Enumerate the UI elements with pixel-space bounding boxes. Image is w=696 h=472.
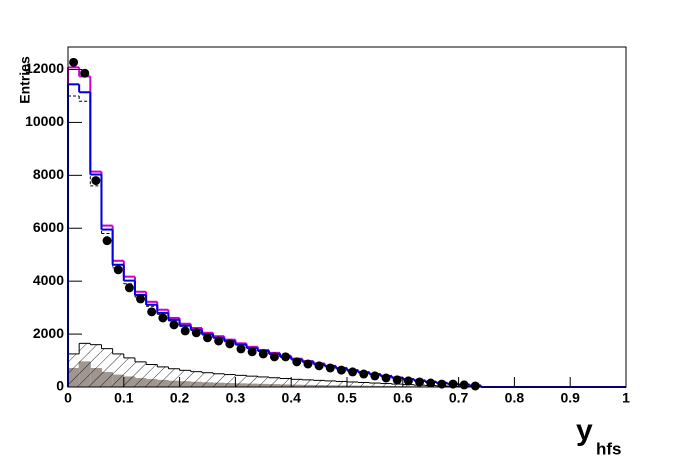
data-point: [214, 336, 224, 346]
histogram-bar: [313, 380, 325, 387]
histogram-bar: [380, 383, 392, 387]
data-point: [180, 326, 190, 336]
data-point: [281, 352, 291, 362]
histogram-bar: [112, 353, 124, 387]
data-point: [336, 365, 346, 375]
histogram-bar: [335, 381, 347, 387]
data-point: [426, 378, 436, 388]
y-tick-label: 8000: [33, 166, 64, 182]
histogram-bar: [79, 343, 91, 387]
x-tick-label: 0.4: [281, 390, 301, 406]
y-tick-label: 6000: [33, 219, 64, 235]
y-tick-label: 2000: [33, 325, 64, 341]
histogram-bar: [391, 384, 403, 387]
y-tick-label: 12000: [25, 60, 64, 76]
x-tick-label: 0.8: [505, 390, 525, 406]
data-point: [292, 357, 302, 367]
data-point: [102, 236, 112, 246]
data-point: [169, 320, 179, 330]
histogram-bar: [123, 357, 135, 387]
x-tick-label: 0.3: [226, 390, 246, 406]
histogram-bar: [213, 373, 225, 387]
data-point: [392, 375, 402, 385]
histogram-bar: [246, 376, 258, 387]
x-tick-label: 0.7: [449, 390, 469, 406]
data-point: [370, 371, 380, 381]
x-axis-title: y: [576, 414, 593, 447]
y-tick-label: 4000: [33, 272, 64, 288]
data-point: [247, 347, 257, 357]
histogram-bar: [347, 381, 359, 387]
histogram-bar: [90, 344, 102, 387]
histogram-bar: [146, 364, 158, 387]
data-point: [437, 379, 447, 389]
histogram-bar: [168, 368, 180, 387]
x-tick-label: 0: [64, 390, 72, 406]
data-point: [69, 57, 79, 67]
x-tick-label: 0.2: [170, 390, 190, 406]
histogram-bar: [402, 384, 414, 387]
histogram-bar: [369, 383, 381, 387]
data-point: [448, 379, 458, 389]
histogram-bar: [157, 366, 169, 387]
x-axis-title-sub: hfs: [596, 439, 622, 458]
x-tick-label: 0.5: [337, 390, 357, 406]
data-point: [415, 377, 425, 387]
histogram-bar: [134, 361, 147, 387]
data-point: [191, 328, 201, 338]
data-point: [258, 349, 268, 359]
data-point: [348, 367, 358, 377]
histogram-bar: [201, 372, 214, 387]
y-axis-title: Entries: [17, 56, 33, 104]
data-point: [91, 176, 101, 186]
data-point: [403, 376, 413, 386]
histogram-bar: [324, 380, 336, 387]
data-point: [113, 265, 123, 275]
histogram-bar: [235, 375, 247, 387]
y-tick-label: 0: [56, 378, 64, 394]
data-point: [124, 283, 134, 293]
data-point: [325, 363, 335, 373]
histogram-bar: [179, 370, 191, 387]
histogram-bar: [224, 374, 236, 387]
data-point: [470, 381, 480, 391]
data-point: [158, 313, 168, 323]
y-tick-label: 10000: [25, 113, 64, 129]
data-point: [80, 68, 90, 78]
histogram-bar: [101, 348, 113, 387]
data-point: [269, 352, 279, 362]
data-point: [359, 369, 369, 379]
histogram-bar: [257, 376, 269, 387]
histogram-bar: [268, 377, 281, 387]
x-tick-label: 0.6: [393, 390, 413, 406]
histogram-bar: [190, 371, 202, 387]
x-tick-label: 1: [622, 390, 630, 406]
data-point: [314, 361, 324, 371]
data-point: [136, 294, 146, 304]
histogram-bar: [358, 382, 370, 387]
histogram-bar: [302, 379, 314, 387]
data-point: [203, 333, 212, 343]
histogram-bar: [291, 379, 303, 387]
x-tick-label: 0.1: [114, 390, 134, 406]
data-point: [381, 373, 391, 383]
histogram-bar: [68, 353, 80, 387]
data-point: [225, 339, 235, 349]
data-point: [459, 380, 469, 390]
histogram-bar: [280, 378, 292, 387]
x-tick-label: 0.9: [560, 390, 580, 406]
data-point: [236, 344, 246, 354]
data-point: [147, 307, 157, 317]
data-point: [303, 359, 313, 369]
